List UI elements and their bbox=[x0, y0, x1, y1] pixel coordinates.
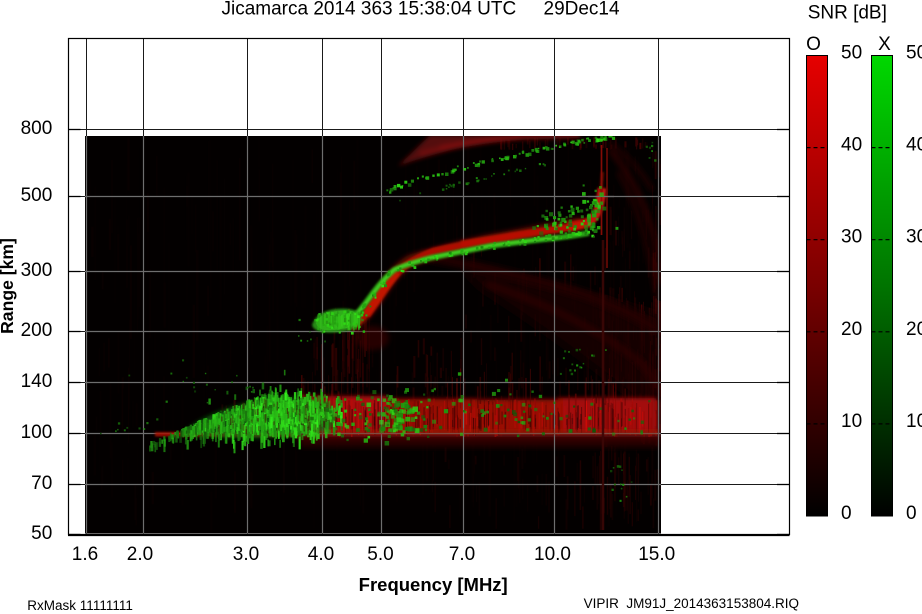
svg-text:4.0: 4.0 bbox=[308, 544, 334, 565]
svg-text:1.6: 1.6 bbox=[72, 544, 98, 565]
svg-text:VIPIR JM91J_2014363153804.RIQ: VIPIR JM91J_2014363153804.RIQ bbox=[584, 596, 799, 611]
svg-text:10.0: 10.0 bbox=[534, 544, 571, 565]
svg-text:20: 20 bbox=[906, 319, 922, 340]
svg-text:200: 200 bbox=[21, 320, 53, 341]
svg-text:10: 10 bbox=[906, 411, 922, 432]
svg-text:Range [km]: Range [km] bbox=[0, 238, 17, 334]
svg-text:Frequency [MHz]: Frequency [MHz] bbox=[359, 574, 508, 595]
svg-text:10: 10 bbox=[841, 411, 862, 432]
svg-text:100: 100 bbox=[21, 422, 53, 443]
svg-text:300: 300 bbox=[21, 260, 53, 281]
svg-text:30: 30 bbox=[841, 227, 862, 248]
svg-text:50: 50 bbox=[31, 523, 52, 544]
svg-text:70: 70 bbox=[31, 473, 52, 494]
svg-text:30: 30 bbox=[906, 227, 922, 248]
svg-text:40: 40 bbox=[841, 135, 862, 156]
svg-text:15.0: 15.0 bbox=[638, 544, 675, 565]
svg-text:5.0: 5.0 bbox=[367, 544, 393, 565]
svg-text:2.0: 2.0 bbox=[127, 544, 153, 565]
svg-text:20: 20 bbox=[841, 319, 862, 340]
svg-text:Jicamarca 2014 363 15:38:04 UT: Jicamarca 2014 363 15:38:04 UTC bbox=[222, 0, 517, 20]
svg-text:29Dec14: 29Dec14 bbox=[544, 0, 620, 20]
svg-text:0: 0 bbox=[841, 503, 852, 524]
svg-text:0: 0 bbox=[906, 503, 917, 524]
svg-text:50: 50 bbox=[841, 43, 862, 64]
svg-text:140: 140 bbox=[21, 371, 53, 392]
svg-text:500: 500 bbox=[21, 185, 53, 206]
svg-text:40: 40 bbox=[906, 135, 922, 156]
svg-text:50: 50 bbox=[906, 43, 922, 64]
svg-text:X: X bbox=[878, 34, 891, 55]
svg-text:O: O bbox=[806, 34, 821, 55]
svg-text:7.0: 7.0 bbox=[449, 544, 475, 565]
svg-text:800: 800 bbox=[21, 118, 53, 139]
svg-text:3.0: 3.0 bbox=[233, 544, 259, 565]
svg-text:SNR [dB]: SNR [dB] bbox=[808, 3, 887, 24]
svg-text:RxMask 11111111: RxMask 11111111 bbox=[27, 598, 133, 613]
